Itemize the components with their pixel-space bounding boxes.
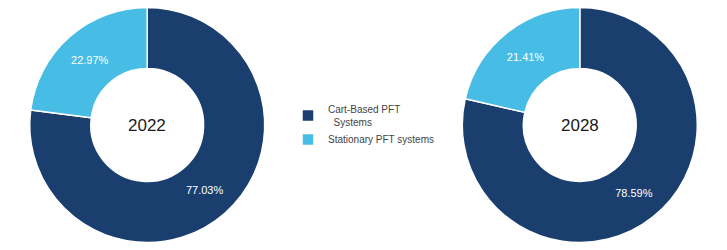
svg-text:2028: 2028 [561, 116, 599, 135]
svg-text:Cart-Based PFT Systems: Cart-Based PFT Systems [328, 104, 400, 128]
svg-text:2022: 2022 [128, 116, 166, 135]
svg-text:Stationary PFT systems: Stationary PFT systems [328, 134, 434, 145]
svg-text:78.59%: 78.59% [615, 187, 653, 199]
svg-text:22.97%: 22.97% [71, 54, 109, 66]
svg-text:21.41%: 21.41% [507, 51, 545, 63]
svg-text:77.03%: 77.03% [186, 184, 224, 196]
